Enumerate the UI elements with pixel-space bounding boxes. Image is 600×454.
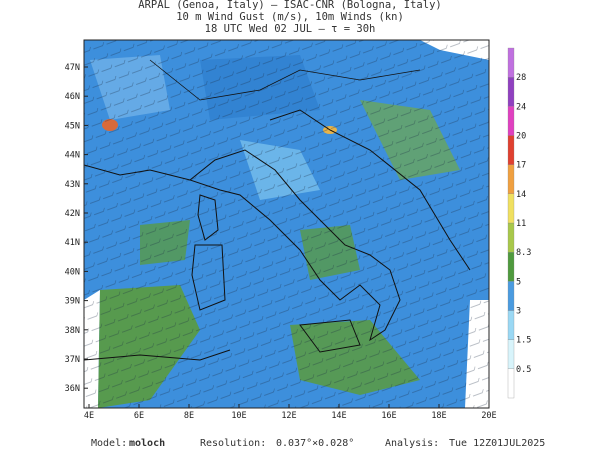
- lon-label: 10E: [231, 411, 246, 421]
- colorbar-segment: [507, 135, 515, 165]
- colorbar-segment: [507, 106, 515, 136]
- colorbar-label: 28: [516, 73, 526, 83]
- lon-label: 8E: [184, 411, 194, 421]
- lon-labels: 4E 6E 8E 10E 12E 14E 16E 18E 20E: [84, 404, 497, 421]
- colorbar-label: 11: [516, 219, 526, 229]
- colorbar-segment: [507, 252, 515, 282]
- footer: Model: moloch Resolution: 0.037°×0.028° …: [91, 438, 545, 449]
- colorbar-label: 1.5: [516, 336, 531, 346]
- lat-label: 37N: [65, 355, 80, 365]
- colorbar-segment: [507, 222, 515, 253]
- model: moloch: [129, 438, 165, 449]
- lat-label: 36N: [65, 384, 80, 394]
- colorbar: 28 24 20 17 14 11 8.3 5 3 1.5 0.5: [507, 47, 531, 399]
- colorbar-segment: [507, 339, 515, 369]
- lat-labels: 47N 46N 45N 44N 43N 42N 41N 40N 39N 38N 37N 36N: [65, 63, 88, 394]
- lon-label: 16E: [381, 411, 396, 421]
- lon-label: 20E: [481, 411, 496, 421]
- colorbar-segment: [507, 310, 515, 340]
- colorbar-label: 20: [516, 132, 526, 142]
- lat-label: 47N: [65, 63, 80, 73]
- lon-label: 18E: [431, 411, 446, 421]
- analysis-label: Analysis:: [385, 438, 439, 449]
- colorbar-label: 24: [516, 102, 526, 112]
- lat-label: 42N: [65, 209, 80, 219]
- lon-label: 6E: [134, 411, 144, 421]
- lon-label: 12E: [281, 411, 296, 421]
- colorbar-segment: [507, 193, 515, 224]
- header: ARPAL (Genoa, Italy) – ISAC-CNR (Bologna…: [138, 0, 441, 35]
- analysis: Tue 12Z01JUL2025: [449, 438, 545, 449]
- colorbar-segment: [507, 281, 515, 311]
- lat-label: 41N: [65, 238, 80, 248]
- colorbar-segment: [507, 47, 515, 78]
- colorbar-label: 8.3: [516, 248, 531, 258]
- map-field: [84, 40, 489, 408]
- resolution: 0.037°×0.028°: [276, 438, 354, 449]
- lat-label: 38N: [65, 326, 80, 336]
- model-label: Model:: [91, 438, 127, 449]
- lat-label: 44N: [65, 151, 80, 161]
- lon-label: 14E: [331, 411, 346, 421]
- colorbar-label: 14: [516, 190, 526, 200]
- resolution-label: Resolution:: [200, 438, 266, 449]
- lat-label: 40N: [65, 267, 80, 277]
- lat-label: 45N: [65, 121, 80, 131]
- colorbar-segment: [507, 77, 515, 107]
- lat-label: 43N: [65, 180, 80, 190]
- colorbar-label: 3: [516, 307, 521, 317]
- lat-label: 46N: [65, 92, 80, 102]
- colorbar-label: 5: [516, 277, 521, 287]
- colorbar-label: 17: [516, 161, 526, 171]
- colorbar-label: 0.5: [516, 365, 531, 375]
- map-frame: [83, 39, 490, 409]
- lat-label: 39N: [65, 297, 80, 307]
- title-line: 18 UTC Wed 02 JUL – τ = 30h: [205, 23, 376, 35]
- colorbar-segment: [507, 164, 515, 194]
- title-line: ARPAL (Genoa, Italy) – ISAC-CNR (Bologna…: [138, 0, 441, 11]
- title-line: 10 m Wind Gust (m/s), 10m Winds (kn): [176, 11, 404, 23]
- lon-label: 4E: [84, 411, 94, 421]
- colorbar-segment: [507, 368, 515, 399]
